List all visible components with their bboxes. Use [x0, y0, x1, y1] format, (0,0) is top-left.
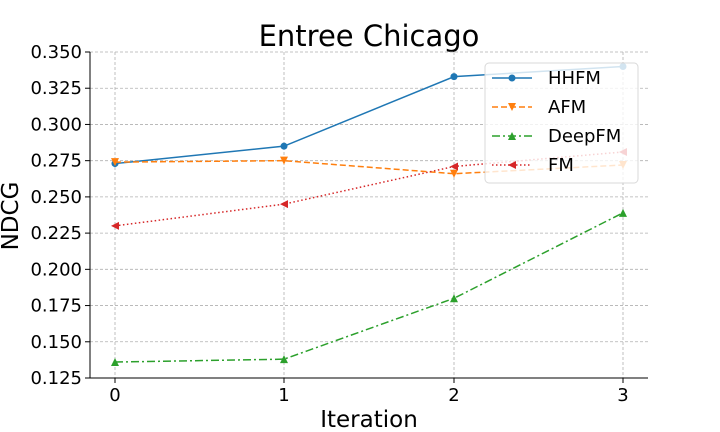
legend-entry: HHFM [492, 68, 601, 89]
legend-marker [508, 132, 516, 140]
legend-entry: AFM [492, 97, 586, 118]
y-tick-label: 0.225 [30, 223, 82, 244]
y-tick-label: 0.350 [30, 42, 82, 63]
data-point [450, 73, 458, 81]
x-axis-label: Iteration [320, 407, 418, 432]
legend-marker [508, 103, 516, 111]
legend-box [484, 62, 639, 184]
legend-marker [508, 74, 516, 82]
chart-title: Entree Chicago [259, 19, 480, 53]
data-point [280, 355, 288, 364]
data-point [111, 158, 119, 167]
data-point [450, 294, 458, 303]
data-point [280, 200, 288, 209]
data-point [619, 208, 627, 217]
data-point [111, 358, 119, 367]
tick-labels: 0.125 0.150 0.175 0.200 0.225 0.250 0.275 0.300… [30, 42, 628, 406]
y-tick-label: 0.275 [30, 151, 82, 172]
data-point [280, 142, 288, 150]
legend-label: FM [548, 155, 574, 176]
legend: HHFM AFM DeepFM FM [484, 62, 639, 184]
data-point [111, 221, 119, 230]
y-tick-label: 0.125 [30, 368, 82, 389]
series-line [114, 212, 624, 363]
x-tick-label: 2 [448, 385, 459, 406]
x-tick-label: 1 [278, 385, 289, 406]
x-tick-label: 0 [109, 385, 120, 406]
y-axis-label: NDCG [0, 182, 24, 251]
x-tick-label: 3 [617, 385, 628, 406]
data-point [280, 156, 288, 165]
y-tick-label: 0.175 [30, 296, 82, 317]
data-point [450, 162, 458, 171]
legend-label: DeepFM [548, 126, 621, 147]
y-tick-label: 0.200 [30, 259, 82, 280]
series-deepfm [111, 208, 627, 367]
legend-marker [508, 161, 516, 169]
legend-entry: FM [492, 155, 574, 176]
legend-entry: DeepFM [492, 126, 621, 147]
y-tick-label: 0.325 [30, 78, 82, 99]
data-point [450, 169, 458, 178]
axes [85, 51, 648, 383]
legend-label: HHFM [548, 68, 601, 89]
legend-label: AFM [548, 97, 586, 118]
y-tick-label: 0.150 [30, 332, 82, 353]
y-tick-label: 0.250 [30, 187, 82, 208]
y-tick-label: 0.300 [30, 114, 82, 135]
